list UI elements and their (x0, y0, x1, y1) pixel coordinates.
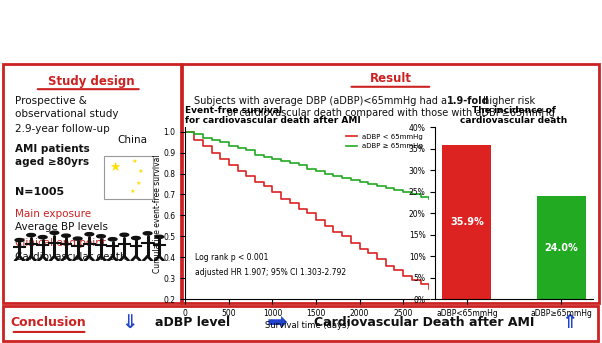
Text: ⇑: ⇑ (560, 313, 577, 332)
Text: of cardiovascular death compared with those with aDBP≥65mmHg: of cardiovascular death compared with th… (226, 108, 554, 118)
Text: Cardiovascular death: Cardiovascular death (16, 251, 127, 261)
Text: aged ≥80yrs: aged ≥80yrs (16, 157, 90, 167)
Text: ★: ★ (109, 161, 120, 174)
Text: adjusted HR 1.907; 95% CI 1.303-2.792: adjusted HR 1.907; 95% CI 1.303-2.792 (195, 268, 346, 277)
Circle shape (50, 231, 59, 234)
Legend: aDBP < 65mmHg, aDBP ≥ 65mmHg: aDBP < 65mmHg, aDBP ≥ 65mmHg (344, 131, 426, 152)
Circle shape (61, 234, 70, 237)
Text: Study design: Study design (49, 75, 135, 88)
Text: Main exposure: Main exposure (16, 209, 92, 219)
Circle shape (73, 237, 82, 240)
Circle shape (155, 235, 164, 238)
Text: Result: Result (370, 72, 411, 85)
Text: Conclusion: Conclusion (10, 316, 86, 329)
Text: Average BP levels: Average BP levels (16, 222, 108, 233)
Bar (3, 306, 598, 341)
Circle shape (108, 238, 117, 241)
Bar (442, 145, 491, 299)
Text: Clinical impact of Blood Pressure on Cardiovascular Death: Clinical impact of Blood Pressure on Car… (82, 13, 520, 26)
Circle shape (120, 233, 129, 236)
Text: N=1005: N=1005 (16, 187, 64, 197)
Y-axis label: Cumulative event-free survival: Cumulative event-free survival (153, 154, 162, 273)
Text: 35.9%: 35.9% (450, 217, 484, 227)
Text: Log rank p < 0.001: Log rank p < 0.001 (195, 252, 268, 262)
Text: ★: ★ (129, 189, 135, 193)
Text: 2.9-year follow-up: 2.9-year follow-up (16, 123, 110, 133)
Text: higher risk: higher risk (480, 96, 535, 106)
Text: AMI patients: AMI patients (16, 144, 90, 154)
Text: Prospective &: Prospective & (16, 96, 87, 106)
Circle shape (97, 235, 105, 238)
Circle shape (85, 233, 94, 236)
Text: ★: ★ (138, 169, 143, 174)
Text: Clinical end point: Clinical end point (16, 238, 107, 248)
Text: 1.9-fold: 1.9-fold (447, 96, 489, 106)
Circle shape (26, 234, 36, 237)
Text: Event-free survival
for cardiovascular death after AMI: Event-free survival for cardiovascular d… (185, 106, 361, 125)
Text: 24.0%: 24.0% (544, 243, 578, 252)
Circle shape (132, 236, 140, 240)
Circle shape (15, 238, 24, 242)
Text: ⇓: ⇓ (121, 313, 138, 332)
Text: ★: ★ (131, 158, 137, 164)
Circle shape (39, 236, 47, 239)
Circle shape (143, 232, 152, 235)
Text: ★: ★ (135, 181, 141, 186)
Text: ➡: ➡ (267, 310, 287, 334)
Text: in Patients 80 Years and Older following Acute Myocardial Infarction: in Patients 80 Years and Older following… (45, 42, 557, 55)
Text: Cardiovascular Death after AMI: Cardiovascular Death after AMI (314, 316, 535, 329)
Text: Subjects with average DBP (aDBP)<65mmHg had a: Subjects with average DBP (aDBP)<65mmHg … (194, 96, 450, 106)
Text: aDBP level: aDBP level (155, 316, 230, 329)
Title: The incidence of
cardiovascular death: The incidence of cardiovascular death (461, 106, 568, 125)
X-axis label: Survival time (days): Survival time (days) (265, 321, 350, 330)
Text: China: China (117, 135, 147, 145)
Bar (537, 196, 586, 299)
Text: observational study: observational study (16, 109, 119, 119)
